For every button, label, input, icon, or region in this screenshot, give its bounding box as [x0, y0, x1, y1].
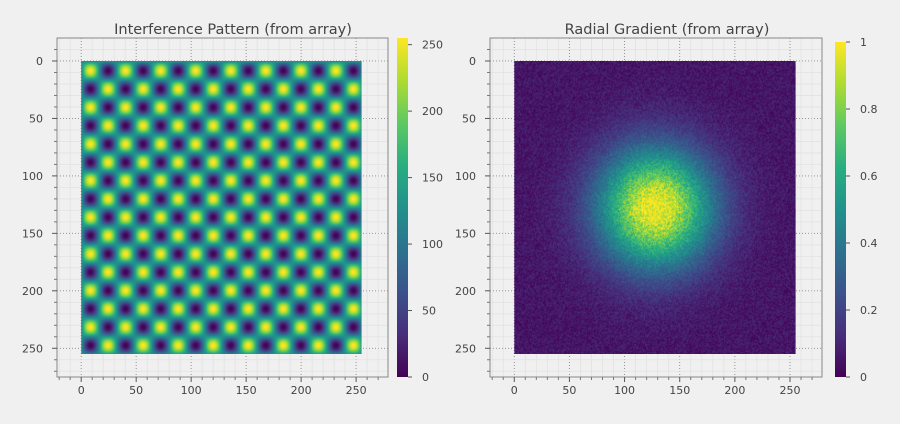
colorbar — [835, 42, 846, 377]
y-tick-label: 50 — [29, 112, 43, 125]
y-tick-label: 150 — [455, 227, 476, 240]
x-tick-label: 200 — [724, 384, 745, 397]
x-tick-label: 250 — [346, 384, 367, 397]
x-tick-label: 0 — [511, 384, 518, 397]
colorbar — [397, 38, 408, 377]
y-tick-label: 100 — [22, 170, 43, 183]
x-tick-label: 150 — [236, 384, 257, 397]
ticks: 0 50 100 150 200 250 0 50 100 150 200 250 — [22, 48, 379, 397]
y-tick-label: 200 — [455, 285, 476, 298]
colorbar-tick-label: 1 — [860, 36, 867, 49]
colorbar-tick-label: 0.2 — [860, 304, 878, 317]
colorbar-tick-label: 150 — [422, 172, 443, 185]
x-tick-label: 50 — [562, 384, 576, 397]
y-tick-label: 250 — [455, 342, 476, 355]
colorbar-tick-label: 250 — [422, 39, 443, 52]
colorbar-tick-label: 0 — [860, 371, 867, 384]
colorbar-tick-label: 100 — [422, 238, 443, 251]
heatmap-image — [81, 61, 362, 354]
panel-radial: Radial Gradient (from array) 0 50 100 150 20… — [455, 22, 878, 397]
colorbar-ticks: 0 50 100 150 200 250 — [408, 39, 443, 384]
chart-title: Radial Gradient (from array) — [565, 22, 770, 38]
chart-title: Interference Pattern (from array) — [114, 22, 352, 38]
colorbar-ticks: 0 0.2 0.4 0.6 0.8 1 — [846, 36, 878, 384]
colorbar-tick-label: 0.8 — [860, 103, 878, 116]
y-tick-label: 150 — [22, 227, 43, 240]
axes-frame — [489, 37, 823, 378]
y-tick-label: 250 — [22, 342, 43, 355]
colorbar-tick-label: 50 — [422, 305, 436, 318]
ticks: 0 50 100 150 200 250 0 50 100 150 200 250 — [455, 48, 813, 397]
colorbar-tick-label: 0.4 — [860, 237, 878, 250]
heatmap-image — [514, 61, 796, 354]
colorbar-tick-label: 200 — [422, 105, 443, 118]
colorbar-tick-label: 0.6 — [860, 170, 878, 183]
x-tick-label: 50 — [129, 384, 143, 397]
x-tick-label: 100 — [181, 384, 202, 397]
x-tick-label: 100 — [614, 384, 635, 397]
x-tick-label: 0 — [78, 384, 85, 397]
panel-interference: Interference Pattern (from array) 0 50 100… — [22, 22, 443, 397]
y-tick-label: 100 — [455, 170, 476, 183]
x-tick-label: 150 — [669, 384, 690, 397]
x-tick-label: 250 — [780, 384, 801, 397]
x-tick-label: 200 — [291, 384, 312, 397]
y-tick-label: 0 — [469, 55, 476, 68]
y-tick-label: 50 — [462, 112, 476, 125]
y-tick-label: 200 — [22, 285, 43, 298]
axes-frame — [56, 37, 389, 378]
colorbar-tick-label: 0 — [422, 371, 429, 384]
y-tick-label: 0 — [36, 55, 43, 68]
